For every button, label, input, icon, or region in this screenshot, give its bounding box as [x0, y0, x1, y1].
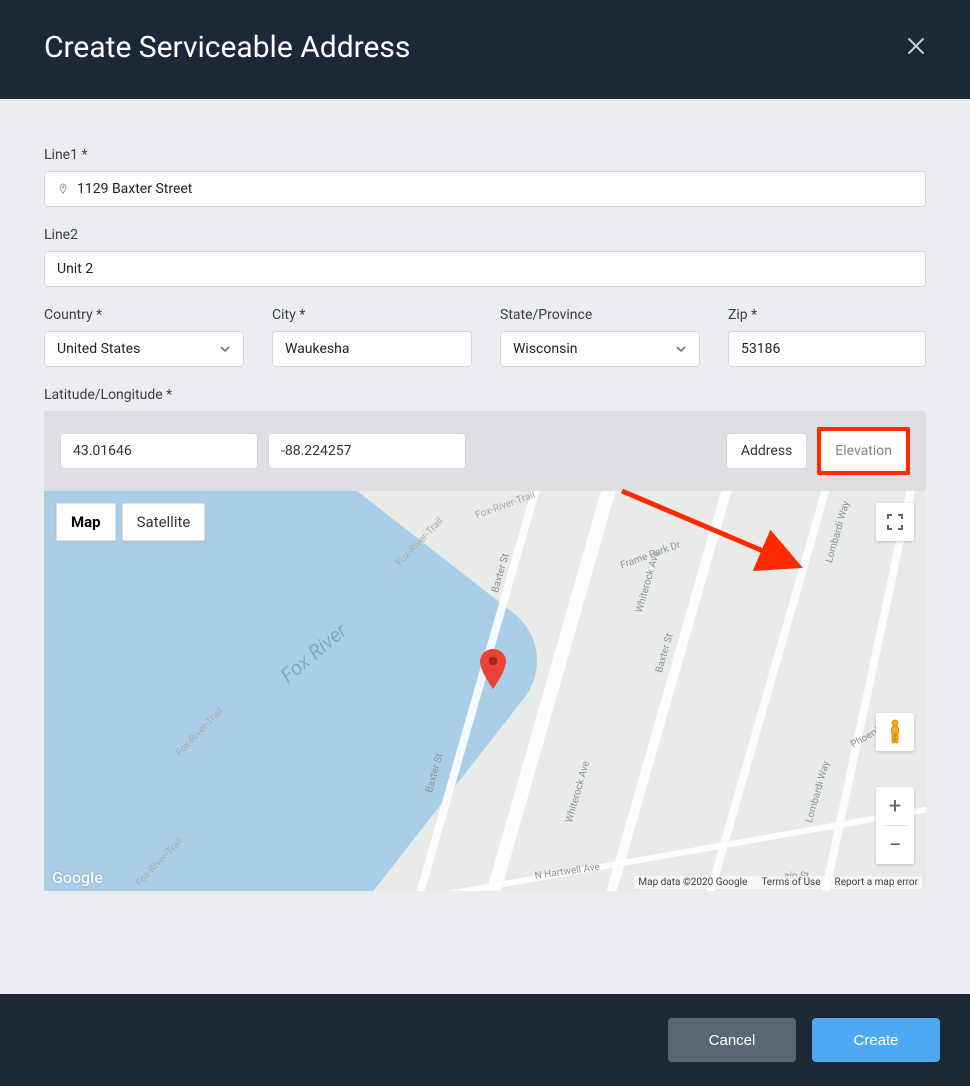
- pin-icon: [57, 183, 69, 195]
- map-type-map[interactable]: Map: [56, 503, 116, 541]
- address-row: Country * United States City * Waukesha …: [44, 307, 926, 367]
- latitude-value: 43.01646: [73, 443, 132, 459]
- create-button[interactable]: Create: [812, 1018, 940, 1062]
- latlon-bar: 43.01646 -88.224257 Address Elevation: [44, 411, 926, 491]
- line1-label: Line1 *: [44, 147, 926, 163]
- map-type-satellite[interactable]: Satellite: [122, 503, 206, 541]
- plus-icon: +: [889, 794, 901, 819]
- line1-input-value: 1129 Baxter Street: [77, 181, 192, 197]
- map-type-satellite-label: Satellite: [137, 513, 191, 531]
- longitude-value: -88.224257: [281, 443, 352, 459]
- pegman-icon: [885, 719, 905, 745]
- line2-input[interactable]: Unit 2: [44, 251, 926, 287]
- modal-header: Create Serviceable Address: [0, 0, 970, 99]
- road-label: N Hartwell Ave: [534, 862, 601, 882]
- map-data-text: Map data ©2020 Google: [638, 877, 747, 888]
- country-value: United States: [57, 341, 140, 357]
- map[interactable]: Fox River Baxter St Baxter St Whiterock …: [44, 491, 926, 891]
- address-button[interactable]: Address: [726, 433, 807, 469]
- map-type-toggle: Map Satellite: [56, 503, 205, 541]
- line2-field-group: Line2 Unit 2: [44, 227, 926, 287]
- city-value: Waukesha: [285, 341, 349, 357]
- modal-title: Create Serviceable Address: [44, 30, 410, 65]
- elevation-button-label: Elevation: [835, 443, 892, 459]
- country-select[interactable]: United States: [44, 331, 244, 367]
- line2-input-value: Unit 2: [57, 261, 93, 277]
- line2-label: Line2: [44, 227, 926, 243]
- create-address-modal: Create Serviceable Address Line1 * 1129 …: [0, 0, 970, 1086]
- fullscreen-icon: [887, 514, 903, 530]
- latitude-input[interactable]: 43.01646: [60, 433, 258, 469]
- cancel-button-label: Cancel: [709, 1032, 756, 1049]
- road-label: Lombardi Way: [824, 500, 852, 564]
- city-field-group: City * Waukesha: [272, 307, 472, 367]
- line1-input[interactable]: 1129 Baxter Street: [44, 171, 926, 207]
- state-value: Wisconsin: [513, 341, 577, 357]
- zip-label: Zip *: [728, 307, 926, 323]
- chevron-down-icon: [675, 343, 687, 355]
- zoom-control: + −: [876, 787, 914, 864]
- country-label: Country *: [44, 307, 244, 323]
- modal-footer: Cancel Create: [0, 994, 970, 1086]
- map-river: [44, 491, 561, 891]
- zip-value: 53186: [741, 341, 780, 357]
- annotation-highlight: Elevation: [817, 427, 910, 475]
- city-input[interactable]: Waukesha: [272, 331, 472, 367]
- cancel-button[interactable]: Cancel: [668, 1018, 796, 1062]
- fullscreen-button[interactable]: [876, 503, 914, 541]
- latlon-label: Latitude/Longitude *: [44, 387, 926, 403]
- country-field-group: Country * United States: [44, 307, 244, 367]
- map-type-map-label: Map: [71, 513, 101, 531]
- report-link[interactable]: Report a map error: [835, 877, 918, 888]
- state-select[interactable]: Wisconsin: [500, 331, 700, 367]
- zip-input[interactable]: 53186: [728, 331, 926, 367]
- chevron-down-icon: [219, 343, 231, 355]
- longitude-input[interactable]: -88.224257: [268, 433, 466, 469]
- elevation-button[interactable]: Elevation: [821, 431, 906, 471]
- latlon-section: Latitude/Longitude * 43.01646 -88.224257…: [44, 387, 926, 891]
- terms-link[interactable]: Terms of Use: [761, 877, 820, 888]
- state-label: State/Province: [500, 307, 700, 323]
- address-button-label: Address: [741, 443, 792, 459]
- minus-icon: −: [889, 833, 902, 858]
- modal-body: Line1 * 1129 Baxter Street Line2 Unit 2 …: [0, 99, 970, 994]
- pegman-button[interactable]: [876, 713, 914, 751]
- line1-field-group: Line1 * 1129 Baxter Street: [44, 147, 926, 207]
- state-field-group: State/Province Wisconsin: [500, 307, 700, 367]
- google-logo: Google: [52, 868, 103, 887]
- city-label: City *: [272, 307, 472, 323]
- zoom-out-button[interactable]: −: [876, 826, 914, 864]
- road-label: Lombardi Way: [804, 760, 832, 824]
- zip-field-group: Zip * 53186: [728, 307, 926, 367]
- create-button-label: Create: [853, 1032, 898, 1049]
- zoom-in-button[interactable]: +: [876, 787, 914, 825]
- map-copyright: Map data ©2020 Google Terms of Use Repor…: [634, 876, 922, 889]
- road-label: Whiterock Ave: [564, 760, 592, 824]
- close-icon[interactable]: [906, 36, 926, 60]
